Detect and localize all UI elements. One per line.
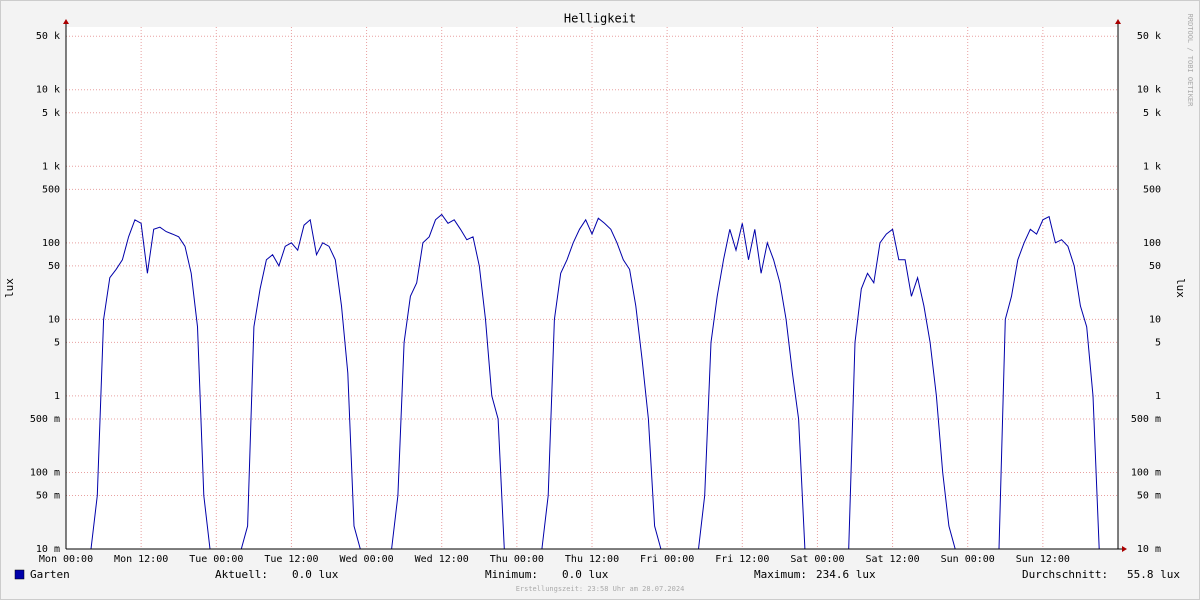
x-tick-label: Tue 00:00 [189,554,243,565]
stat-value: 0.0 lux [562,568,609,581]
y2-axis-label: lux [1174,278,1187,298]
x-tick-label: Sat 12:00 [865,554,919,565]
legend-label: Garten [30,568,70,581]
footer: Erstellungszeit: 23:58 Uhr am 28.07.2024 [516,585,685,593]
y-tick-label: 500 [42,184,60,195]
y-tick-label: 5 k [42,108,60,119]
x-tick-label: Wed 12:00 [415,554,469,565]
stat-label: Aktuell: [215,568,268,581]
y-tick-label: 100 [42,238,60,249]
x-tick-label: Fri 12:00 [715,554,769,565]
x-tick-label: Mon 00:00 [39,554,93,565]
y-tick-label: 100 m [30,467,60,478]
x-tick-label: Sat 00:00 [790,554,844,565]
x-tick-label: Wed 00:00 [339,554,393,565]
y2-tick-label: 5 k [1143,108,1161,119]
y-tick-label: 50 k [36,31,60,42]
x-tick-label: Tue 12:00 [264,554,318,565]
y2-tick-label: 10 k [1137,85,1161,96]
legend-swatch [14,569,25,580]
stat-label: Minimum: [485,568,538,581]
x-tick-label: Mon 12:00 [114,554,168,565]
y-tick-label: 500 m [30,414,60,425]
x-tick-label: Thu 00:00 [490,554,544,565]
y2-tick-label: 500 m [1131,414,1161,425]
y-tick-label: 5 [54,337,60,348]
stat-value: 55.8 lux [1127,568,1180,581]
y2-tick-label: 50 m [1137,490,1161,501]
y2-tick-label: 10 [1149,314,1161,325]
y-tick-label: 50 [48,261,60,272]
y-tick-label: 50 m [36,490,60,501]
y-tick-label: 10 m [36,544,60,555]
x-tick-label: Thu 12:00 [565,554,619,565]
y2-tick-label: 50 k [1137,31,1161,42]
axis-arrow [1115,19,1121,24]
axis-arrow [1122,546,1127,552]
y2-tick-label: 10 m [1137,544,1161,555]
y2-tick-label: 100 [1143,238,1161,249]
y2-tick-label: 1 k [1143,161,1161,172]
y2-tick-label: 5 [1155,337,1161,348]
y-tick-label: 1 k [42,161,60,172]
y-tick-label: 1 [54,391,60,402]
y2-tick-label: 500 [1143,184,1161,195]
stat-value: 0.0 lux [292,568,339,581]
watermark: RRDTOOL / TOBI OETIKER [1186,14,1194,108]
chart-title: Helligkeit [564,12,636,26]
x-tick-label: Sun 12:00 [1016,554,1070,565]
y-tick-label: 10 k [36,85,60,96]
y2-tick-label: 100 m [1131,467,1161,478]
y-tick-label: 10 [48,314,60,325]
x-tick-label: Fri 00:00 [640,554,694,565]
axis-arrow [63,19,69,24]
stat-label: Maximum: [754,568,807,581]
stat-value: 234.6 lux [816,568,876,581]
y2-tick-label: 1 [1155,391,1161,402]
y-axis-label: lux [3,278,16,298]
x-tick-label: Sun 00:00 [941,554,995,565]
stat-label: Durchschnitt: [1022,568,1108,581]
y2-tick-label: 50 [1149,261,1161,272]
